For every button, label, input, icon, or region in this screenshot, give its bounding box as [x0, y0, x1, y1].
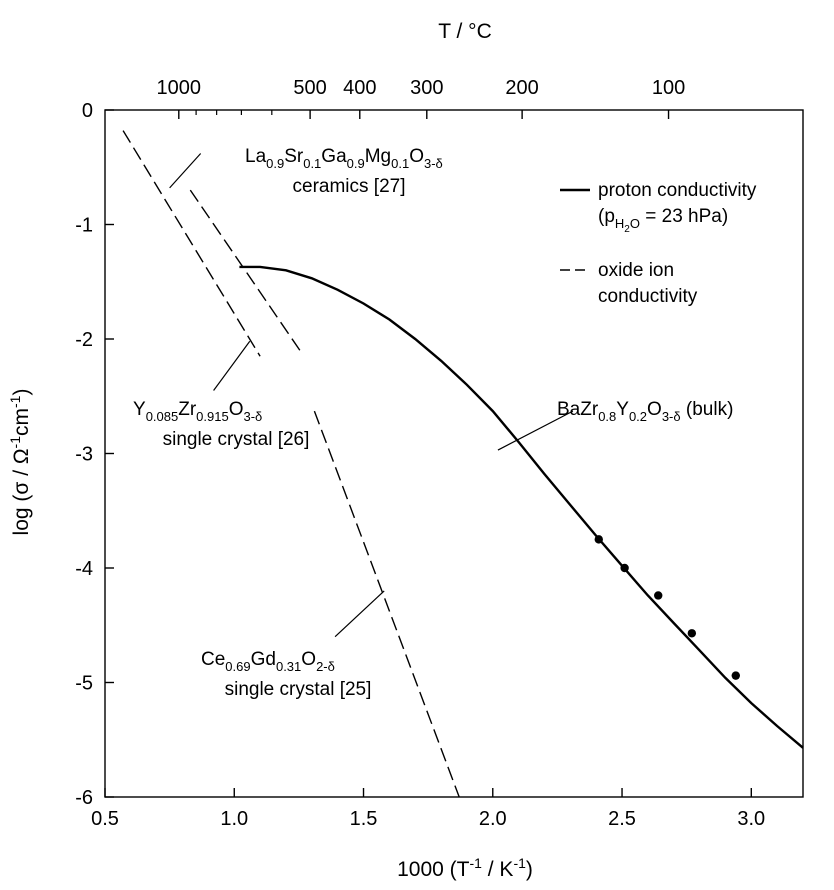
x-axis: 0.5 1.0 1.5 2.0 2.5 3.0 [91, 788, 765, 830]
y-tick-label: -5 [75, 673, 93, 695]
annotation-text: Y [133, 399, 146, 420]
annotation-subscript: 0.2 [629, 409, 647, 424]
annotation-subscript: 3-δ [424, 156, 443, 171]
annotation-subscript: 0.31 [276, 659, 301, 674]
annotation-lsgm-line2: ceramics [27] [293, 176, 406, 197]
x-axis-title: 1000 (T-1 / K-1) [397, 855, 533, 881]
annotation-subscript: 0.085 [146, 409, 179, 424]
annotation-leader-line [169, 153, 202, 189]
annotation-subscript: 0.1 [303, 156, 321, 171]
annotation-subscript: 0.9 [347, 156, 365, 171]
top-tick-label: 1000 [157, 77, 202, 99]
annotation-text: O [647, 399, 662, 420]
annotation-text: (bulk) [681, 399, 734, 420]
annotation-cgo: Ce0.69Gd0.31O2-δ [201, 649, 335, 674]
y-tick-label: -1 [75, 215, 93, 237]
y-tick-label: -4 [75, 558, 93, 580]
annotation-text: Ce [201, 649, 225, 670]
top-tick-label: 100 [652, 77, 685, 99]
oxide-ion-conductivity-line [313, 410, 460, 798]
oxide-ion-conductivity-line [189, 189, 303, 354]
annotation-leader-line [334, 590, 385, 638]
y-tick-label: -6 [75, 787, 93, 809]
data-point-marker [654, 591, 663, 600]
data-point-marker [620, 563, 629, 573]
annotation-subscript: 3-δ [244, 409, 263, 424]
top-tick-label: 300 [410, 77, 443, 99]
annotation-leader-line [213, 340, 251, 391]
annotation-subscript: 0.69 [225, 659, 250, 674]
y-axis-title: log (σ / Ω-1cm-1) [7, 389, 33, 536]
annotation-subscript: 0.1 [391, 156, 409, 171]
annotation-subscript: 0.915 [196, 409, 229, 424]
legend-condition-part: H [615, 216, 624, 231]
legend-oxide-label-line2: conductivity [598, 286, 698, 307]
proton-conductivity-curve [239, 265, 804, 749]
legend-condition-part: 2 [624, 224, 630, 235]
x-tick-label: 2.5 [608, 808, 636, 830]
legend-condition-part: O [630, 216, 640, 231]
legend-condition-part: = 23 hPa) [640, 206, 728, 227]
oxide-ion-conductivity-line [122, 130, 261, 357]
annotation-text: Mg [365, 146, 391, 167]
legend-proton-condition: (pH2O = 23 hPa) [598, 206, 728, 235]
annotation-text: O [301, 649, 316, 670]
y-axis: 0 -1 -2 -3 -4 -5 -6 [75, 100, 114, 809]
annotation-subscript: 3-δ [662, 409, 681, 424]
x-tick-label: 1.5 [350, 808, 378, 830]
annotation-leader-line [497, 410, 574, 451]
annotation-text: BaZr [557, 399, 599, 420]
top-temperature-axis: 1000 500 400 300 200 100 [157, 77, 685, 119]
annotation-text: Y [616, 399, 629, 420]
series-layer [122, 130, 804, 798]
annotation-text: O [229, 399, 244, 420]
legend-condition-part: (p [598, 206, 615, 227]
annotation-text: Sr [284, 146, 304, 167]
annotation-subscript: 0.8 [598, 409, 616, 424]
top-axis-title: T / °C [438, 20, 492, 43]
annotation-text: Gd [251, 649, 276, 670]
legend-oxide-label: oxide ion [598, 260, 674, 281]
top-tick-label: 200 [505, 77, 538, 99]
top-tick-label: 400 [343, 77, 376, 99]
y-tick-label: 0 [82, 100, 93, 122]
data-point-marker [731, 671, 740, 680]
legend: proton conductivity (pH2O = 23 hPa) oxide … [560, 180, 757, 307]
annotation-subscript: 2-δ [316, 659, 335, 674]
annotation-cgo-line2: single crystal [25] [225, 679, 372, 700]
x-tick-label: 0.5 [91, 808, 119, 830]
annotation-text: Ga [321, 146, 347, 167]
annotation-ysz: Y0.085Zr0.915O3-δ [133, 399, 262, 424]
annotation-lsgm: La0.9Sr0.1Ga0.9Mg0.1O3-δ [245, 146, 443, 171]
data-point-marker [687, 629, 697, 638]
y-tick-label: -3 [75, 444, 93, 466]
annotation-ysz-line2: single crystal [26] [163, 429, 310, 450]
x-tick-label: 3.0 [737, 808, 765, 830]
top-tick-label: 500 [293, 77, 326, 99]
annotation-text: O [409, 146, 424, 167]
annotation-text: Zr [178, 399, 197, 420]
annotation-text: La [245, 146, 267, 167]
y-tick-label: -2 [75, 329, 93, 351]
legend-proton-label: proton conductivity [598, 180, 757, 201]
annotation-bzy: BaZr0.8Y0.2O3-δ (bulk) [557, 399, 733, 424]
data-point-marker [594, 535, 603, 544]
annotation-subscript: 0.9 [266, 156, 284, 171]
x-tick-label: 2.0 [479, 808, 507, 830]
x-tick-label: 1.0 [220, 808, 248, 830]
